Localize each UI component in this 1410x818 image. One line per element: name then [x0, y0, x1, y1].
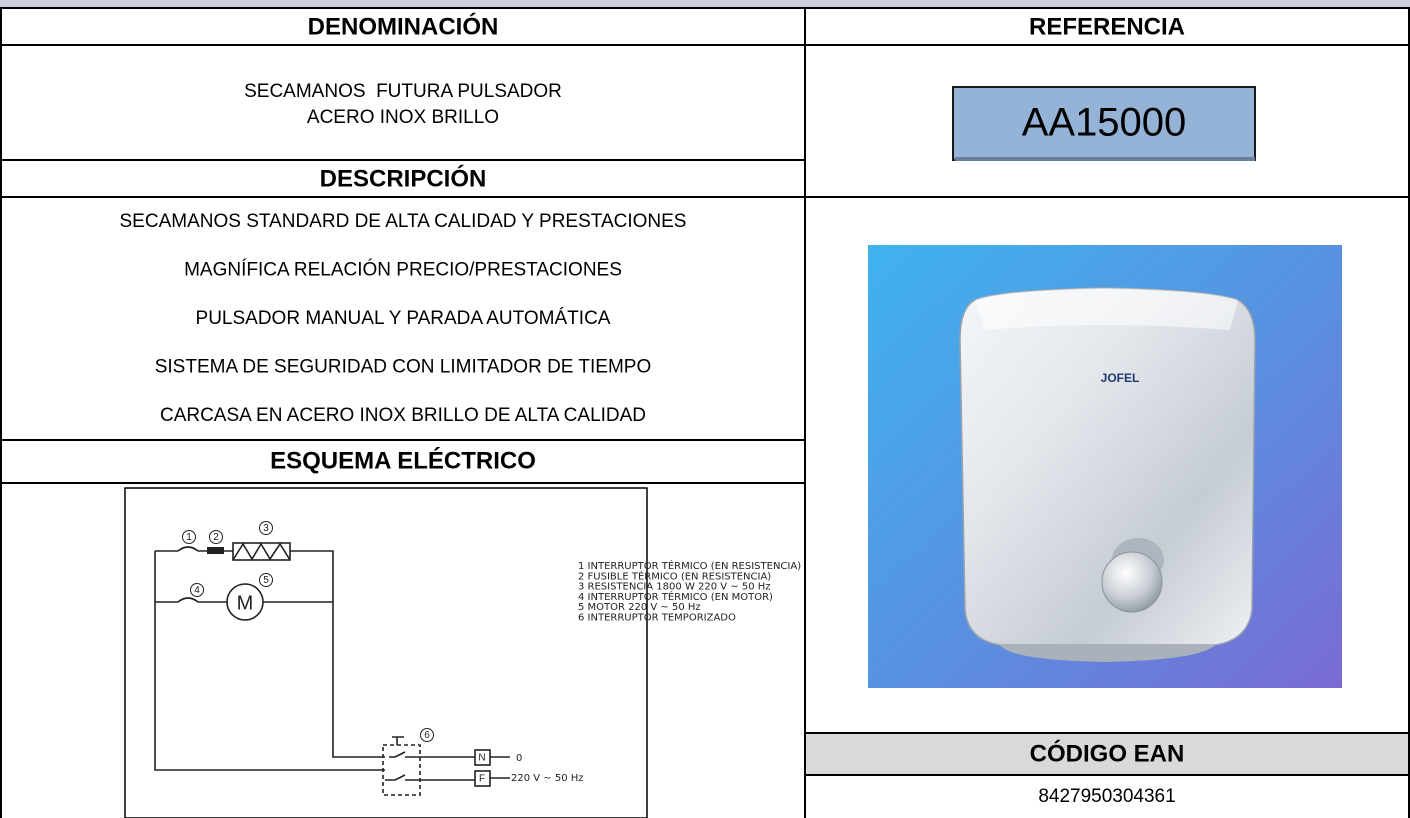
- product-photo: JOFEL: [868, 245, 1342, 688]
- push-button: [1101, 551, 1163, 613]
- diagram-frame: [124, 487, 648, 818]
- marker-circle: [182, 530, 196, 544]
- legend-line: 5 MOTOR 220 V ~ 50 Hz: [578, 602, 701, 613]
- section-title: ESQUEMA ELÉCTRICO: [270, 446, 536, 474]
- switch-contact: [177, 546, 199, 603]
- marker-circle: [420, 728, 434, 742]
- description-list: SECAMANOS STANDARD DE ALTA CALIDAD Y PRE…: [120, 211, 687, 426]
- legend-line: 3 RESISTENCIA 1800 W 220 V ~ 50 Hz: [578, 582, 771, 593]
- marker-number: 5: [263, 575, 269, 586]
- motor-label: M: [237, 592, 254, 614]
- legend-line: 4 INTERRUPTOR TÉRMICO (EN MOTOR): [578, 590, 773, 603]
- wiring-diagram: M N F 0 220 V ~ 50 Hz 1 2 3 4 5 6 1 INTERRUPT…: [124, 487, 801, 818]
- marker-circle: [209, 530, 223, 544]
- marker-circle: [190, 583, 204, 597]
- description-line: MAGNÍFICA RELACIÓN PRECIO/PRESTACIONES: [184, 259, 622, 281]
- wire: [154, 550, 385, 771]
- dryer-highlight: [975, 288, 1238, 330]
- marker-circle: [259, 573, 273, 587]
- product-name: SECAMANOS FUTURA PULSADOR: [244, 81, 562, 102]
- top-strip: [0, 0, 1410, 8]
- brand-logo: JOFEL: [1101, 371, 1140, 385]
- ean-code: 8427950304361: [1038, 786, 1175, 807]
- switch-wire: [385, 736, 510, 781]
- reference-code: AA15000: [1022, 101, 1187, 145]
- description-line: SECAMANOS STANDARD DE ALTA CALIDAD Y PRE…: [120, 211, 687, 232]
- marker-number: 1: [186, 532, 192, 543]
- supply-label: 220 V ~ 50 Hz: [511, 773, 584, 784]
- section-title: DENOMINACIÓN: [308, 12, 499, 40]
- timer-switch: [382, 744, 421, 796]
- reference-shadow: [955, 157, 1255, 161]
- terminal: [474, 770, 491, 787]
- product-name: ACERO INOX BRILLO: [307, 107, 499, 128]
- dryer-base: [1000, 645, 1215, 662]
- marker-number: 4: [194, 585, 200, 596]
- section-title: REFERENCIA: [1029, 13, 1185, 40]
- motor: [226, 583, 264, 621]
- section-title: CÓDIGO EAN: [1030, 739, 1185, 767]
- section-title: DESCRIPCIÓN: [320, 164, 487, 192]
- legend-line: 6 INTERRUPTOR TEMPORIZADO: [578, 613, 736, 624]
- description-line: PULSADOR MANUAL Y PARADA AUTOMÁTICA: [196, 308, 611, 329]
- description-line: CARCASA EN ACERO INOX BRILLO DE ALTA CAL…: [160, 405, 646, 426]
- marker-number: 2: [213, 532, 219, 543]
- terminal-label: N: [478, 753, 485, 764]
- reference-box: [952, 86, 1256, 161]
- description-line: SISTEMA DE SEGURIDAD CON LIMITADOR DE TI…: [155, 357, 652, 378]
- terminal-label: F: [479, 774, 485, 785]
- fuse: [207, 547, 224, 554]
- marker-number: 3: [263, 523, 269, 534]
- legend: 1 INTERRUPTOR TÉRMICO (EN RESISTENCIA)2 …: [578, 559, 801, 624]
- marker-number: 6: [424, 730, 430, 741]
- resistor: [232, 542, 291, 561]
- ean-header-bg: [806, 733, 1408, 775]
- markers: 1 2 3 4 5 6: [182, 521, 434, 742]
- resistor-zigzag: [232, 542, 291, 561]
- legend-line: 1 INTERRUPTOR TÉRMICO (EN RESISTENCIA): [578, 559, 801, 572]
- supply-label: 0: [516, 753, 522, 764]
- terminal: [474, 749, 491, 766]
- legend-line: 2 FUSIBLE TÉRMICO (EN RESISTENCIA): [578, 569, 771, 582]
- marker-circle: [259, 521, 273, 535]
- table-grid: [0, 7, 1410, 818]
